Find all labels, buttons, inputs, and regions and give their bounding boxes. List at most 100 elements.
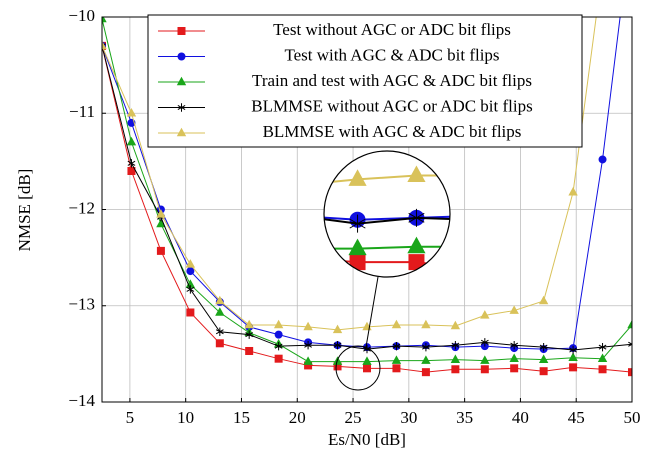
data-point: [421, 319, 431, 329]
data-point: [215, 327, 224, 336]
inset-data-point: [349, 214, 366, 233]
legend-marker: [177, 103, 186, 112]
x-tick-label: 40: [512, 408, 529, 427]
data-point: [480, 310, 490, 319]
data-point: [391, 355, 402, 364]
data-point: [480, 338, 489, 347]
y-tick-label: −10: [68, 6, 95, 25]
legend-label: BLMMSE with AGC & ADC bit flips: [263, 122, 522, 141]
y-tick-label: −13: [68, 295, 95, 314]
zoom-connector: [365, 276, 379, 348]
inset-background: [324, 151, 450, 277]
legend-marker: [177, 52, 186, 61]
legend-marker: [176, 76, 187, 86]
x-tick-label: 45: [568, 408, 585, 427]
data-point: [598, 365, 607, 374]
data-point: [509, 353, 519, 362]
data-point: [450, 320, 461, 330]
data-point: [628, 340, 632, 349]
legend-label: BLMMSE without AGC or ADC bit flips: [251, 96, 532, 115]
data-point: [568, 186, 578, 196]
data-point: [391, 319, 402, 329]
data-point: [363, 344, 371, 354]
data-point: [274, 330, 283, 339]
data-point: [156, 209, 166, 218]
data-point: [127, 159, 136, 168]
data-point: [215, 295, 225, 305]
data-point: [332, 324, 343, 334]
data-point: [569, 363, 578, 372]
y-tick-label: −12: [68, 198, 95, 217]
data-point: [186, 285, 195, 294]
data-point: [569, 345, 577, 355]
x-tick-label: 35: [456, 408, 473, 427]
legend-box: [147, 14, 583, 148]
x-tick-label: 25: [345, 408, 362, 427]
data-point: [215, 339, 224, 348]
data-point: [215, 307, 225, 316]
data-point: [509, 305, 519, 314]
data-point: [539, 342, 548, 352]
data-point: [598, 155, 607, 164]
data-point: [303, 356, 313, 365]
data-point: [451, 341, 460, 350]
x-tick-label: 20: [289, 408, 306, 427]
data-point: [362, 356, 372, 365]
data-point: [245, 346, 254, 355]
data-point: [598, 342, 607, 352]
legend-label: Test with AGC & ADC bit flips: [284, 45, 499, 64]
data-point: [102, 40, 107, 50]
x-axis-label: Es/N0 [dB]: [328, 430, 406, 449]
data-point: [303, 321, 313, 331]
data-point: [450, 354, 461, 363]
x-tick-label: 50: [624, 408, 641, 427]
x-tick-label: 5: [126, 408, 135, 427]
data-point: [510, 341, 519, 350]
data-point: [480, 355, 490, 364]
legend-label: Train and test with AGC & ADC bit flips: [252, 71, 532, 90]
legend-label: Test without AGC or ADC bit flips: [273, 20, 511, 39]
data-point: [102, 17, 107, 23]
inset-data-point: [408, 208, 425, 227]
x-tick-label: 15: [233, 408, 250, 427]
data-point: [538, 295, 549, 305]
data-point: [186, 267, 195, 276]
y-tick-label: −11: [69, 102, 95, 121]
data-point: [597, 353, 608, 362]
legend-marker: [177, 27, 186, 35]
data-point: [126, 108, 137, 117]
inset-data-point: [407, 236, 426, 254]
zoom-region: [335, 345, 381, 391]
data-point: [185, 259, 196, 268]
data-point: [480, 365, 489, 374]
data-point: [392, 341, 401, 351]
x-tick-label: 10: [177, 408, 194, 427]
data-point: [273, 319, 284, 329]
data-point: [186, 308, 195, 317]
data-point: [333, 341, 342, 350]
inset-data-point: [348, 238, 367, 256]
data-point: [363, 364, 371, 373]
data-point: [274, 341, 283, 351]
inset-data-point: [348, 169, 367, 186]
x-tick-label: 30: [400, 408, 417, 427]
data-point: [126, 136, 137, 146]
data-point: [244, 319, 254, 329]
data-point: [421, 355, 431, 364]
data-point: [392, 364, 401, 373]
data-point: [628, 368, 632, 377]
data-point: [245, 330, 254, 339]
data-point: [539, 367, 548, 376]
data-point: [304, 341, 312, 350]
data-point: [451, 365, 460, 374]
inset-data-point: [407, 165, 426, 182]
legend-marker: [176, 127, 187, 137]
inset-frame: [323, 150, 451, 278]
data-point: [422, 342, 430, 352]
data-point: [568, 352, 578, 362]
data-point: [421, 368, 430, 377]
data-point: [274, 354, 283, 363]
data-point: [510, 364, 519, 373]
data-point: [627, 319, 632, 329]
